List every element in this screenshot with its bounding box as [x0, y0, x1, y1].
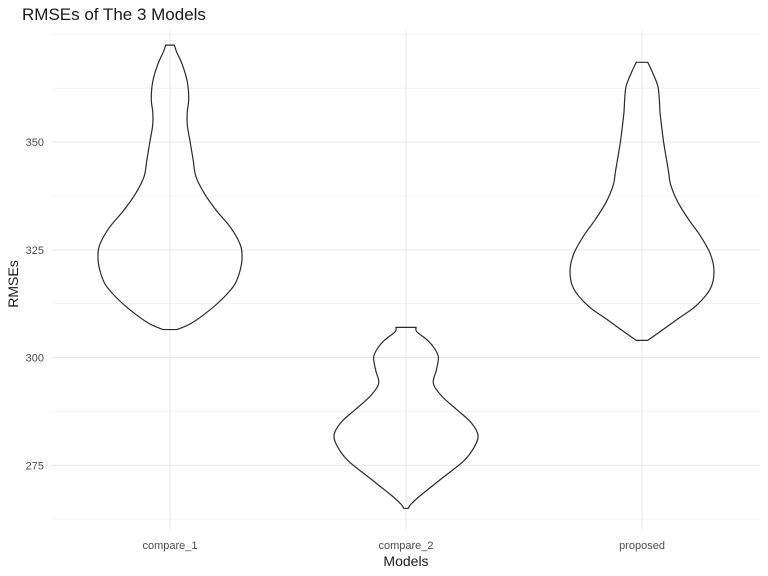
chart-title: RMSEs of The 3 Models	[22, 5, 206, 24]
y-tick-label: 325	[26, 245, 44, 257]
grid	[52, 30, 760, 530]
y-tick-label: 275	[26, 460, 44, 472]
violin-compare-1	[97, 44, 243, 331]
x-axis-ticks: compare_1 compare_2 proposed	[142, 540, 664, 552]
x-tick-label: compare_2	[378, 540, 433, 552]
y-tick-label: 350	[26, 137, 44, 149]
y-axis-ticks: 275 300 325 350	[26, 137, 44, 472]
x-axis-title: Models	[383, 553, 428, 569]
violin-compare-2	[333, 326, 479, 510]
x-tick-label: proposed	[619, 540, 665, 552]
violins	[97, 44, 715, 510]
y-tick-label: 300	[26, 353, 44, 365]
violin-proposed	[569, 61, 715, 341]
x-tick-label: compare_1	[142, 540, 197, 552]
y-axis-title: RMSEs	[5, 260, 21, 307]
